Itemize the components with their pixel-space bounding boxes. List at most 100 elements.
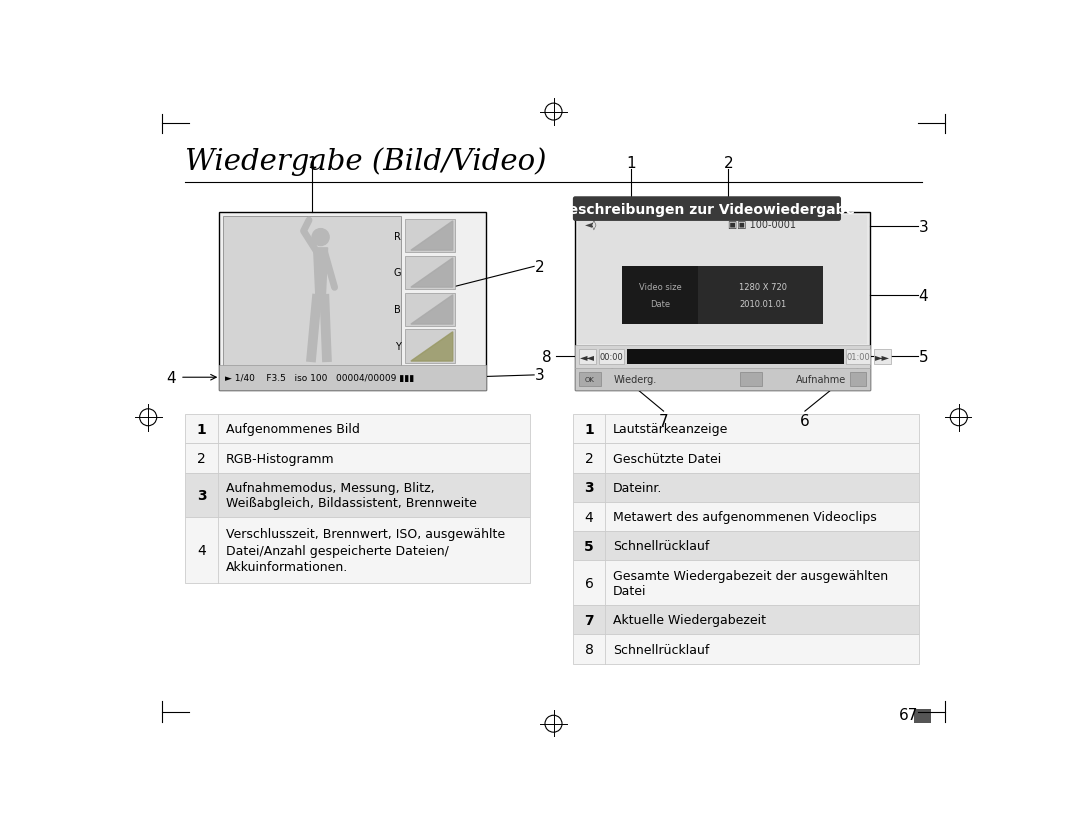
Text: 4: 4 bbox=[918, 288, 928, 303]
Text: 2010.01.01: 2010.01.01 bbox=[739, 300, 786, 309]
FancyBboxPatch shape bbox=[186, 473, 530, 518]
Text: OK: OK bbox=[585, 376, 595, 383]
Text: 00:00: 00:00 bbox=[599, 353, 623, 362]
Text: 8: 8 bbox=[584, 643, 594, 657]
FancyBboxPatch shape bbox=[579, 349, 596, 364]
FancyBboxPatch shape bbox=[874, 349, 891, 364]
FancyBboxPatch shape bbox=[846, 349, 870, 364]
Text: Wiederg.: Wiederg. bbox=[613, 374, 658, 384]
Text: 1: 1 bbox=[197, 422, 206, 436]
FancyBboxPatch shape bbox=[405, 219, 455, 253]
FancyBboxPatch shape bbox=[405, 330, 455, 364]
Text: 3: 3 bbox=[918, 219, 929, 234]
Text: ►►: ►► bbox=[875, 352, 890, 362]
Text: RGB-Histogramm: RGB-Histogramm bbox=[226, 452, 335, 465]
Text: Metawert des aufgenommenen Videoclips: Metawert des aufgenommenen Videoclips bbox=[613, 511, 877, 523]
Text: Schnellrücklauf: Schnellrücklauf bbox=[613, 540, 710, 552]
FancyBboxPatch shape bbox=[572, 634, 919, 664]
Text: 3: 3 bbox=[197, 489, 206, 503]
FancyBboxPatch shape bbox=[576, 368, 869, 390]
Text: Schnellrücklauf: Schnellrücklauf bbox=[613, 643, 710, 656]
FancyBboxPatch shape bbox=[576, 200, 839, 219]
FancyBboxPatch shape bbox=[405, 293, 455, 327]
Text: 7: 7 bbox=[659, 413, 669, 428]
Text: ◄◄: ◄◄ bbox=[580, 352, 595, 362]
Text: Geschützte Datei: Geschützte Datei bbox=[613, 452, 721, 465]
Text: Aufnahme: Aufnahme bbox=[796, 374, 847, 384]
Text: Gesamte Wiedergabezeit der ausgewählten: Gesamte Wiedergabezeit der ausgewählten bbox=[613, 569, 888, 582]
Text: Akkuinformationen.: Akkuinformationen. bbox=[226, 561, 348, 573]
Text: 4: 4 bbox=[584, 510, 594, 524]
Text: 1: 1 bbox=[584, 422, 594, 436]
Text: Aufnahmemodus, Messung, Blitz,: Aufnahmemodus, Messung, Blitz, bbox=[226, 482, 434, 494]
Text: ⓘ  ☒  ⌛  AWB  ★  ▣   18mm: ⓘ ☒ ⌛ AWB ★ ▣ 18mm bbox=[225, 369, 327, 378]
FancyBboxPatch shape bbox=[576, 213, 869, 390]
FancyBboxPatch shape bbox=[914, 710, 931, 723]
Text: Aufgenommenes Bild: Aufgenommenes Bild bbox=[226, 423, 360, 436]
Text: ▣▣ 100-0001: ▣▣ 100-0001 bbox=[728, 219, 796, 229]
Text: Datei/Anzahl gespeicherte Dateien/: Datei/Anzahl gespeicherte Dateien/ bbox=[226, 544, 448, 557]
Text: 0.0       4592 X 3056        2010.01.01: 0.0 4592 X 3056 2010.01.01 bbox=[225, 380, 365, 389]
Text: Y: Y bbox=[395, 342, 401, 352]
FancyBboxPatch shape bbox=[572, 444, 919, 473]
Polygon shape bbox=[410, 222, 453, 251]
FancyBboxPatch shape bbox=[218, 365, 486, 390]
Text: Beschreibungen zur Videowiedergabe: Beschreibungen zur Videowiedergabe bbox=[558, 202, 855, 216]
FancyBboxPatch shape bbox=[186, 444, 530, 473]
Text: 1280 X 720: 1280 X 720 bbox=[739, 282, 786, 291]
FancyBboxPatch shape bbox=[186, 518, 530, 583]
FancyBboxPatch shape bbox=[599, 349, 624, 364]
Text: 01:00: 01:00 bbox=[847, 353, 870, 362]
Text: Date: Date bbox=[650, 300, 670, 309]
FancyBboxPatch shape bbox=[572, 605, 919, 634]
Text: 3: 3 bbox=[535, 368, 544, 383]
FancyBboxPatch shape bbox=[576, 345, 869, 368]
FancyBboxPatch shape bbox=[579, 373, 600, 386]
Text: ► 1/40    F3.5   iso 100   00004/00009 ▮▮▮: ► 1/40 F3.5 iso 100 00004/00009 ▮▮▮ bbox=[225, 373, 414, 383]
Text: 2: 2 bbox=[535, 259, 544, 275]
FancyBboxPatch shape bbox=[850, 373, 866, 386]
FancyBboxPatch shape bbox=[627, 349, 845, 364]
FancyBboxPatch shape bbox=[572, 415, 919, 444]
Text: 4: 4 bbox=[166, 370, 176, 385]
Text: 8: 8 bbox=[542, 349, 552, 364]
Text: R: R bbox=[394, 231, 401, 241]
Text: ◄◊: ◄◊ bbox=[584, 219, 597, 230]
Text: 3: 3 bbox=[584, 481, 594, 495]
Text: Wiedergabe (Bild/Video): Wiedergabe (Bild/Video) bbox=[186, 147, 546, 176]
FancyBboxPatch shape bbox=[186, 415, 530, 444]
Text: 2: 2 bbox=[584, 451, 594, 465]
Circle shape bbox=[312, 229, 329, 246]
Polygon shape bbox=[313, 248, 327, 300]
FancyBboxPatch shape bbox=[578, 215, 867, 344]
FancyBboxPatch shape bbox=[622, 267, 699, 325]
Text: 67: 67 bbox=[899, 707, 918, 722]
FancyBboxPatch shape bbox=[218, 213, 486, 390]
FancyBboxPatch shape bbox=[572, 503, 919, 532]
Text: 7: 7 bbox=[584, 613, 594, 627]
Text: G: G bbox=[393, 268, 401, 278]
Text: 1: 1 bbox=[308, 156, 318, 171]
Text: 4: 4 bbox=[198, 543, 206, 557]
Text: 5: 5 bbox=[584, 539, 594, 553]
Text: 2: 2 bbox=[198, 451, 206, 465]
FancyBboxPatch shape bbox=[222, 217, 401, 367]
Text: 2: 2 bbox=[724, 156, 733, 171]
FancyBboxPatch shape bbox=[572, 532, 919, 561]
Text: 6: 6 bbox=[800, 413, 810, 428]
Text: Weißabgleich, Bildassistent, Brennweite: Weißabgleich, Bildassistent, Brennweite bbox=[226, 496, 476, 509]
FancyBboxPatch shape bbox=[405, 256, 455, 290]
Text: Datei: Datei bbox=[613, 584, 647, 597]
Text: 6: 6 bbox=[584, 576, 594, 590]
Polygon shape bbox=[410, 296, 453, 325]
FancyBboxPatch shape bbox=[572, 561, 919, 605]
Text: B: B bbox=[394, 305, 401, 315]
Text: 1: 1 bbox=[626, 156, 636, 171]
FancyBboxPatch shape bbox=[740, 373, 761, 386]
Text: Verschlusszeit, Brennwert, ISO, ausgewählte: Verschlusszeit, Brennwert, ISO, ausgewäh… bbox=[226, 527, 504, 541]
FancyBboxPatch shape bbox=[622, 267, 823, 325]
Text: Video size: Video size bbox=[638, 282, 681, 291]
Polygon shape bbox=[410, 332, 453, 362]
Text: 5: 5 bbox=[918, 349, 928, 364]
Text: Aktuelle Wiedergabezeit: Aktuelle Wiedergabezeit bbox=[613, 614, 766, 627]
